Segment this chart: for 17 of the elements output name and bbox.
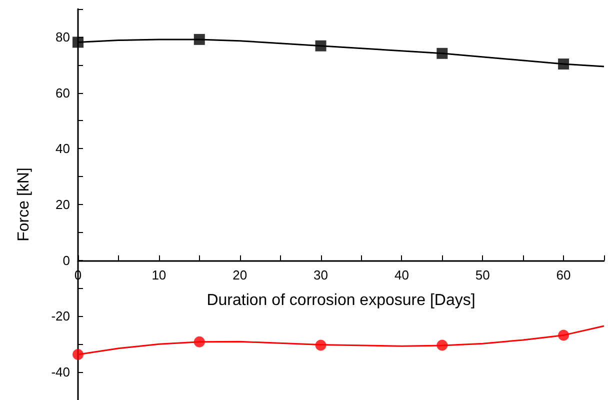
y-axis-title: Force [kN] xyxy=(16,168,32,242)
point xyxy=(72,348,84,360)
x-tick-label: 60 xyxy=(556,267,571,282)
x-tick-label: 50 xyxy=(475,267,490,282)
x-tick-label: 10 xyxy=(152,267,166,282)
x-tick-label: 40 xyxy=(394,267,409,282)
x-axis-title: Duration of corrosion exposure [Days] xyxy=(206,292,476,309)
point xyxy=(72,36,84,48)
x-tick-label: 30 xyxy=(314,267,328,282)
y-tick-label: 40 xyxy=(56,141,70,156)
y-tick-label: 0 xyxy=(62,252,70,268)
y-tick-label: -20 xyxy=(51,308,70,324)
y-tick-label: -40 xyxy=(51,364,70,380)
x-tick-label: 20 xyxy=(232,267,248,282)
y-tick-label: 80 xyxy=(56,29,70,44)
y-tick-label: 60 xyxy=(56,85,70,100)
y-tick-label: 20 xyxy=(56,197,70,212)
